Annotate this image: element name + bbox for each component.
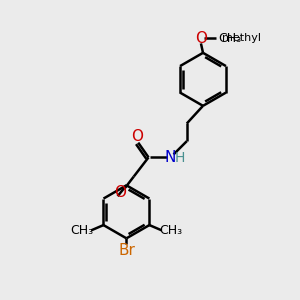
Text: CH₃: CH₃ bbox=[71, 224, 94, 237]
Text: O: O bbox=[131, 129, 143, 144]
Text: CH₃: CH₃ bbox=[219, 32, 242, 45]
Text: N: N bbox=[165, 150, 176, 165]
Text: O: O bbox=[195, 31, 207, 46]
Text: methyl: methyl bbox=[221, 33, 260, 43]
Text: O: O bbox=[115, 185, 127, 200]
Text: H: H bbox=[175, 151, 185, 165]
Text: CH₃: CH₃ bbox=[159, 224, 182, 237]
Text: Br: Br bbox=[118, 243, 135, 258]
